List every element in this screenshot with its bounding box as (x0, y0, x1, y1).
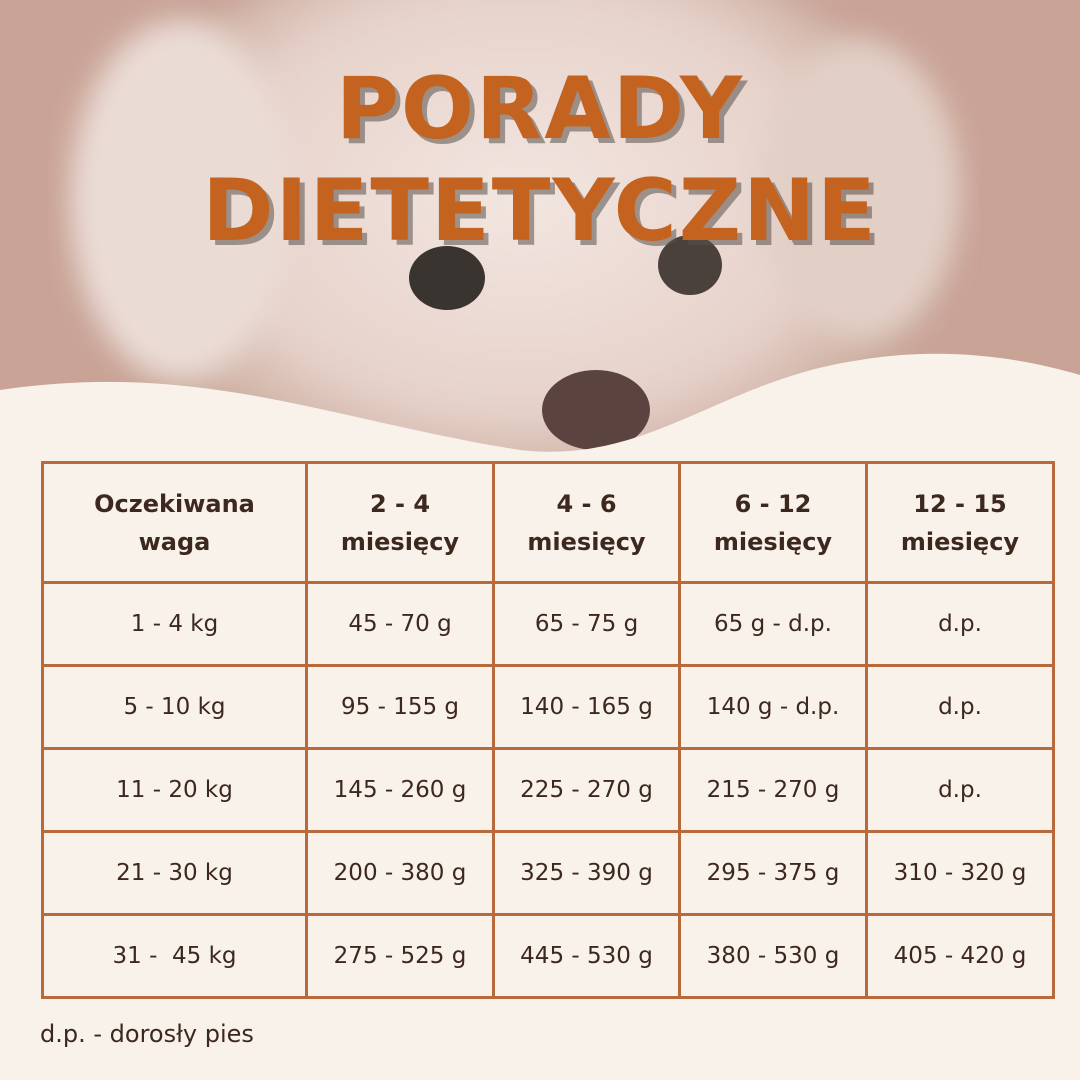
table-cell: 140 - 165 g (492, 664, 681, 750)
table-row: 1 - 4 kg 45 - 70 g 65 - 75 g 65 g - d.p. d.p… (41, 581, 1055, 667)
header-cell: 2 - 4 miesięcy (305, 461, 495, 584)
table-cell: 405 - 420 g (865, 913, 1055, 999)
table-cell: 325 - 390 g (492, 830, 681, 916)
header-cell: Oczekiwana waga (41, 461, 308, 584)
feeding-table: Oczekiwana waga 2 - 4 miesięcy 4 - 6 miesięcy… (41, 461, 1055, 999)
table-cell: d.p. (865, 581, 1055, 667)
table-cell: 45 - 70 g (305, 581, 495, 667)
header-cell: 6 - 12 miesięcy (678, 461, 868, 584)
table-cell: 295 - 375 g (678, 830, 868, 916)
header-text: 2 - 4 (369, 489, 431, 518)
table-cell: 65 - 75 g (492, 581, 681, 667)
table-cell: 225 - 270 g (492, 747, 681, 833)
header-text: miesięcy (340, 527, 460, 556)
table-cell: 215 - 270 g (678, 747, 868, 833)
table-cell: d.p. (865, 747, 1055, 833)
table-row: 11 - 20 kg 145 - 260 g 225 - 270 g 215 - 27… (41, 747, 1055, 833)
header-row: Oczekiwana waga 2 - 4 miesięcy 4 - 6 miesięcy… (41, 461, 1055, 584)
header-text: waga (138, 527, 211, 556)
table-cell: 380 - 530 g (678, 913, 868, 999)
table-cell: 31 - 45 kg (41, 913, 308, 999)
title-line: PORADY (335, 59, 745, 159)
table-cell: 5 - 10 kg (41, 664, 308, 750)
table-cell: 140 g - d.p. (678, 664, 868, 750)
table-cell: d.p. (865, 664, 1055, 750)
title: PORADY DIETETYCZNE (0, 58, 1080, 262)
footnote: d.p. - dorosły pies (40, 1020, 254, 1048)
table-cell: 11 - 20 kg (41, 747, 308, 833)
header-text: miesięcy (900, 527, 1020, 556)
table-cell: 1 - 4 kg (41, 581, 308, 667)
table-cell: 95 - 155 g (305, 664, 495, 750)
table-cell: 21 - 30 kg (41, 830, 308, 916)
title-line: DIETETYCZNE (202, 161, 878, 261)
header-text: 4 - 6 (556, 489, 617, 518)
header-text: 6 - 12 (734, 489, 812, 518)
table-cell: 200 - 380 g (305, 830, 495, 916)
table-row: 31 - 45 kg 275 - 525 g 445 - 530 g 380 - 53… (41, 913, 1055, 999)
header-cell: 4 - 6 miesięcy (492, 461, 681, 584)
table-cell: 445 - 530 g (492, 913, 681, 999)
header-text: Oczekiwana (94, 489, 255, 518)
table-row: 5 - 10 kg 95 - 155 g 140 - 165 g 140 g - d.… (41, 664, 1055, 750)
header-text: miesięcy (713, 527, 833, 556)
header-cell: 12 - 15 miesięcy (865, 461, 1055, 584)
table-cell: 65 g - d.p. (678, 581, 868, 667)
table-cell: 275 - 525 g (305, 913, 495, 999)
table-cell: 145 - 260 g (305, 747, 495, 833)
table-cell: 310 - 320 g (865, 830, 1055, 916)
table-row: 21 - 30 kg 200 - 380 g 325 - 390 g 295 - 37… (41, 830, 1055, 916)
header-text: miesięcy (527, 527, 646, 556)
header-text: 12 - 15 (913, 489, 1007, 518)
